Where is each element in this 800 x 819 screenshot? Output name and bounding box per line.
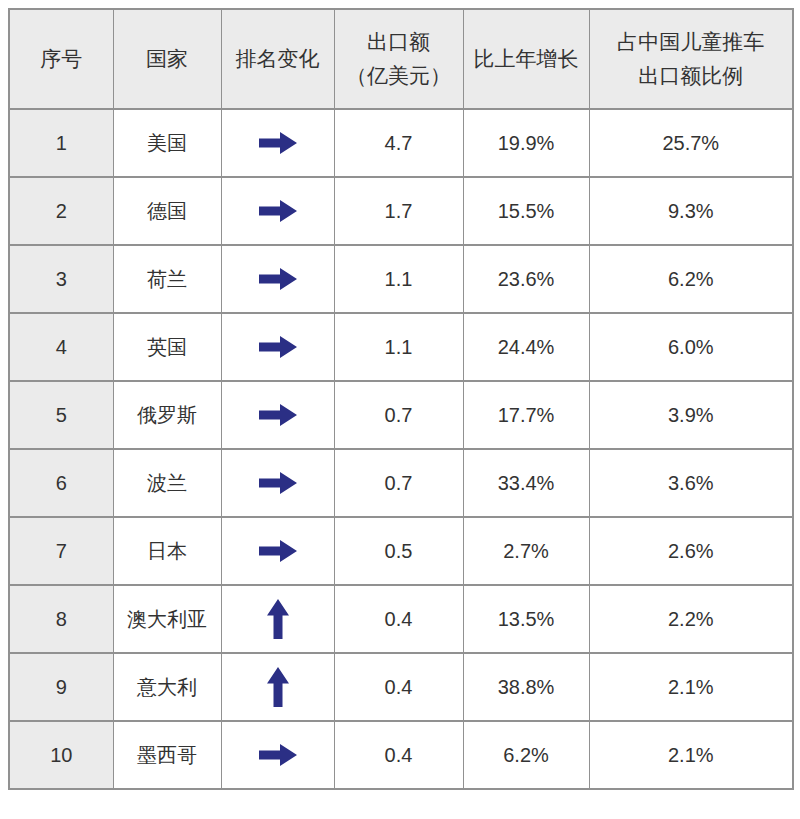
share-cell: 2.2% (589, 585, 793, 653)
row-index-cell: 4 (9, 313, 113, 381)
row-index-cell: 8 (9, 585, 113, 653)
country-cell: 波兰 (113, 449, 221, 517)
table-row: 8 澳大利亚 0.4 13.5% 2.2% (9, 585, 793, 653)
row-index-cell: 10 (9, 721, 113, 789)
growth-cell: 13.5% (463, 585, 589, 653)
row-index-cell: 6 (9, 449, 113, 517)
right-arrow-icon (259, 335, 297, 359)
row-index-cell: 3 (9, 245, 113, 313)
growth-cell: 19.9% (463, 109, 589, 177)
rank-change-cell (221, 381, 334, 449)
table-row: 3 荷兰 1.1 23.6% 6.2% (9, 245, 793, 313)
header-share-line2: 出口额比例 (590, 59, 793, 93)
country-cell: 德国 (113, 177, 221, 245)
table-row: 9 意大利 0.4 38.8% 2.1% (9, 653, 793, 721)
country-cell: 澳大利亚 (113, 585, 221, 653)
table-row: 10 墨西哥 0.4 6.2% 2.1% (9, 721, 793, 789)
export-value-cell: 1.1 (334, 313, 463, 381)
right-arrow-icon (259, 199, 297, 223)
share-cell: 9.3% (589, 177, 793, 245)
country-cell: 美国 (113, 109, 221, 177)
table-row: 6 波兰 0.7 33.4% 3.6% (9, 449, 793, 517)
rank-change-cell (221, 653, 334, 721)
share-cell: 3.9% (589, 381, 793, 449)
row-index-cell: 9 (9, 653, 113, 721)
share-cell: 2.6% (589, 517, 793, 585)
table-row: 4 英国 1.1 24.4% 6.0% (9, 313, 793, 381)
header-index-label: 序号 (40, 47, 82, 70)
share-cell: 6.0% (589, 313, 793, 381)
export-value-cell: 0.7 (334, 449, 463, 517)
right-arrow-icon (259, 267, 297, 291)
export-value-cell: 0.4 (334, 721, 463, 789)
rank-change-cell (221, 313, 334, 381)
growth-cell: 15.5% (463, 177, 589, 245)
growth-cell: 23.6% (463, 245, 589, 313)
share-cell: 2.1% (589, 653, 793, 721)
export-value-cell: 0.4 (334, 653, 463, 721)
up-arrow-icon (266, 599, 290, 639)
rank-change-cell (221, 721, 334, 789)
right-arrow-icon (259, 539, 297, 563)
export-value-cell: 1.7 (334, 177, 463, 245)
rank-change-cell (221, 245, 334, 313)
rank-change-cell (221, 177, 334, 245)
rank-change-cell (221, 517, 334, 585)
right-arrow-icon (259, 131, 297, 155)
growth-cell: 2.7% (463, 517, 589, 585)
rank-change-cell (221, 109, 334, 177)
export-value-cell: 4.7 (334, 109, 463, 177)
growth-cell: 6.2% (463, 721, 589, 789)
right-arrow-icon (259, 403, 297, 427)
export-value-cell: 0.7 (334, 381, 463, 449)
export-value-cell: 1.1 (334, 245, 463, 313)
share-cell: 6.2% (589, 245, 793, 313)
table-row: 5 俄罗斯 0.7 17.7% 3.9% (9, 381, 793, 449)
country-cell: 英国 (113, 313, 221, 381)
share-cell: 3.6% (589, 449, 793, 517)
row-index-cell: 2 (9, 177, 113, 245)
header-index: 序号 (9, 9, 113, 109)
growth-cell: 24.4% (463, 313, 589, 381)
header-rank-change-label: 排名变化 (236, 47, 320, 70)
country-cell: 意大利 (113, 653, 221, 721)
export-value-cell: 0.5 (334, 517, 463, 585)
country-cell: 俄罗斯 (113, 381, 221, 449)
row-index-cell: 7 (9, 517, 113, 585)
header-export-value: 出口额 （亿美元） (334, 9, 463, 109)
share-cell: 25.7% (589, 109, 793, 177)
row-index-cell: 5 (9, 381, 113, 449)
growth-cell: 17.7% (463, 381, 589, 449)
export-value-cell: 0.4 (334, 585, 463, 653)
rank-change-cell (221, 585, 334, 653)
rank-change-cell (221, 449, 334, 517)
table-header-row: 序号 国家 排名变化 出口额 （亿美元） 比上年增长 占中国儿童推车 出口额比例 (9, 9, 793, 109)
growth-cell: 33.4% (463, 449, 589, 517)
header-share-line1: 占中国儿童推车 (590, 25, 793, 59)
right-arrow-icon (259, 743, 297, 767)
up-arrow-icon (266, 667, 290, 707)
share-cell: 2.1% (589, 721, 793, 789)
header-growth-label: 比上年增长 (474, 47, 579, 70)
header-share: 占中国儿童推车 出口额比例 (589, 9, 793, 109)
stroller-export-table-page: 序号 国家 排名变化 出口额 （亿美元） 比上年增长 占中国儿童推车 出口额比例… (0, 0, 800, 819)
country-cell: 墨西哥 (113, 721, 221, 789)
right-arrow-icon (259, 471, 297, 495)
header-growth: 比上年增长 (463, 9, 589, 109)
table-row: 7 日本 0.5 2.7% 2.6% (9, 517, 793, 585)
country-cell: 荷兰 (113, 245, 221, 313)
table-row: 1 美国 4.7 19.9% 25.7% (9, 109, 793, 177)
header-rank-change: 排名变化 (221, 9, 334, 109)
header-export-value-line2: （亿美元） (335, 59, 463, 93)
header-country: 国家 (113, 9, 221, 109)
row-index-cell: 1 (9, 109, 113, 177)
header-country-label: 国家 (146, 47, 188, 70)
country-cell: 日本 (113, 517, 221, 585)
growth-cell: 38.8% (463, 653, 589, 721)
table-row: 2 德国 1.7 15.5% 9.3% (9, 177, 793, 245)
export-ranking-table: 序号 国家 排名变化 出口额 （亿美元） 比上年增长 占中国儿童推车 出口额比例… (8, 8, 794, 790)
header-export-value-line1: 出口额 (335, 25, 463, 59)
